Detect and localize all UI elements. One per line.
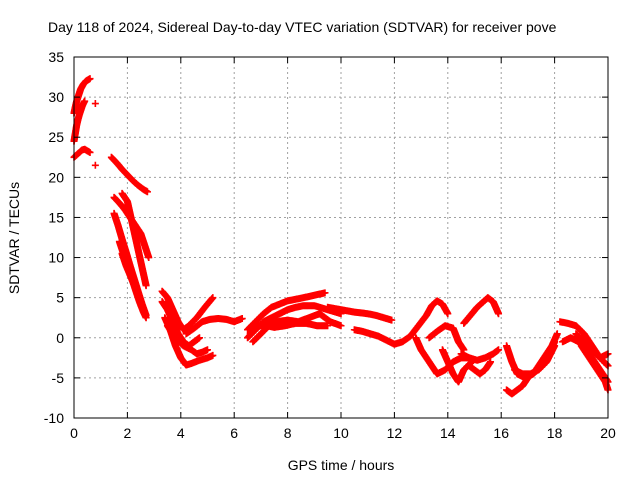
- x-tick-label: 12: [387, 425, 403, 441]
- y-tick-label: 35: [48, 49, 64, 65]
- data-point: [86, 75, 94, 83]
- series-steep-descent-f: [118, 250, 147, 314]
- series-trough-15_16-b: [465, 358, 495, 378]
- y-tick-label: 0: [56, 330, 64, 346]
- x-tick-label: 14: [440, 425, 456, 441]
- series-wave-6_10-d: [246, 319, 332, 338]
- data-point: [204, 346, 211, 354]
- data-point: [209, 294, 217, 302]
- x-tick-label: 16: [493, 425, 509, 441]
- series-arc-early-high: [70, 75, 94, 117]
- series-peak-15_5: [460, 294, 503, 327]
- series-trough-15_16: [457, 346, 503, 364]
- y-axis-label: SDTVAR / TECUs: [6, 182, 22, 294]
- y-tick-label: 5: [56, 290, 64, 306]
- grid-layer: [74, 57, 608, 418]
- data-point: [195, 334, 203, 342]
- data-point: [444, 310, 452, 318]
- x-axis-label: GPS time / hours: [288, 457, 395, 473]
- series-cluster-13_15-c: [425, 322, 468, 354]
- series-valley-16_18-c: [511, 342, 559, 378]
- series-arc-early-mid: [70, 97, 89, 145]
- y-tick-label: 15: [48, 209, 64, 225]
- data-point: [551, 342, 559, 350]
- chart-title: Day 118 of 2024, Sidereal Day-to-day VTE…: [48, 19, 557, 35]
- x-tick-label: 4: [177, 425, 185, 441]
- y-tick-label: 20: [48, 169, 64, 185]
- x-tick-label: 6: [230, 425, 238, 441]
- data-point: [143, 188, 151, 196]
- series-dip-3_5-e: [182, 315, 246, 338]
- y-tick-label: -5: [52, 370, 65, 386]
- x-tick-label: 18: [547, 425, 563, 441]
- data-point: [495, 310, 503, 318]
- data-point: [91, 161, 99, 169]
- x-tick-label: 2: [124, 425, 132, 441]
- series-wave-6_10-a: [244, 289, 329, 334]
- data-point: [142, 282, 150, 290]
- data-point: [86, 148, 94, 156]
- series-steep-descent-a: [107, 153, 151, 196]
- data-points-layer: [70, 75, 612, 398]
- x-tick-label: 20: [600, 425, 616, 441]
- series-cluster-13_15-a: [414, 297, 452, 330]
- series-plateau-10_12: [324, 303, 396, 324]
- data-point: [139, 306, 147, 314]
- x-tick-label: 10: [333, 425, 349, 441]
- data-point: [209, 351, 217, 359]
- data-point: [553, 330, 561, 338]
- data-point: [91, 100, 99, 108]
- data-point: [487, 358, 495, 366]
- x-tick-label: 0: [70, 425, 78, 441]
- data-point: [142, 314, 150, 322]
- data-point: [388, 316, 396, 324]
- series-plateau-10_12-b: [350, 322, 422, 348]
- data-point: [81, 97, 89, 105]
- data-point: [321, 289, 329, 297]
- data-point: [495, 346, 503, 354]
- data-point: [337, 322, 345, 330]
- series-cluster-13_15-d: [438, 346, 476, 386]
- series-late-18_20-d: [572, 330, 612, 362]
- y-tick-label: -10: [44, 410, 64, 426]
- data-point: [145, 254, 153, 262]
- tick-layer: 0 2 4 6 8 10 12 14 16 18 20 -10 -5 0 5 10 15 20 25 30 35: [44, 49, 616, 441]
- series-dip-3_5-d: [163, 322, 211, 358]
- y-tick-label: 10: [48, 250, 64, 266]
- series-arc-early-low: [70, 145, 94, 161]
- series-isolated-points: [91, 100, 99, 169]
- y-tick-label: 25: [48, 129, 64, 145]
- x-tick-label: 8: [284, 425, 292, 441]
- series-dip-3_5-a: [158, 287, 217, 334]
- series-steep-descent-c: [118, 189, 150, 290]
- y-tick-label: 30: [48, 89, 64, 105]
- data-point: [324, 322, 332, 330]
- data-point: [238, 315, 246, 323]
